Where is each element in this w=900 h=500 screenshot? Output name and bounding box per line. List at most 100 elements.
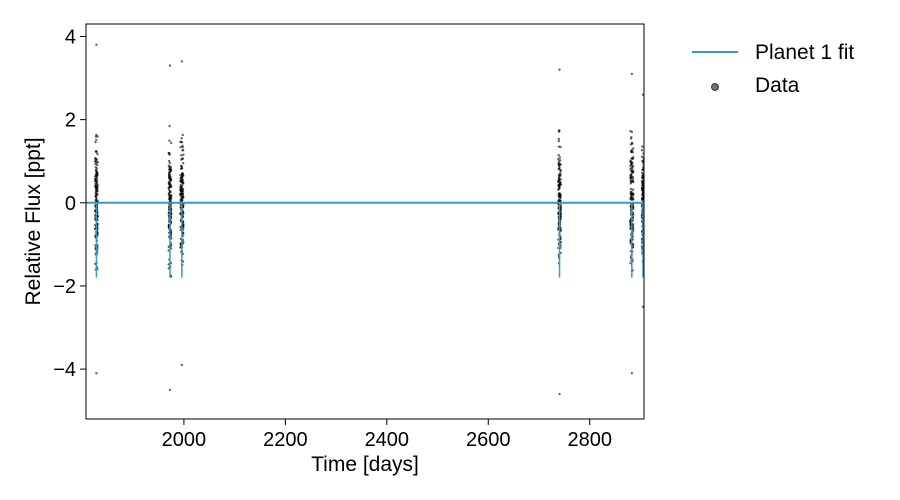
data-point <box>96 179 99 182</box>
data-point <box>96 171 99 175</box>
data-point <box>629 195 633 198</box>
data-point <box>181 146 184 149</box>
data-point <box>96 189 99 193</box>
data-point <box>640 155 644 159</box>
data-point <box>167 151 170 155</box>
legend: Planet 1 fit Data <box>692 41 854 97</box>
data-point <box>641 167 644 171</box>
data-point <box>95 133 98 137</box>
data-point <box>180 60 184 63</box>
data-point <box>179 176 183 179</box>
data-point <box>181 181 184 184</box>
legend-swatch-data-point <box>711 83 719 91</box>
data-point <box>182 161 185 165</box>
data-point <box>180 191 184 194</box>
data-point <box>180 363 184 367</box>
data-point <box>641 305 644 308</box>
data-point <box>168 168 171 171</box>
data-point <box>557 176 561 179</box>
x-axis-title: Time [days] <box>311 453 419 476</box>
data-point <box>179 140 182 144</box>
data-point <box>180 178 184 181</box>
y-tick-label: 0 <box>65 193 76 215</box>
data-point <box>630 141 634 144</box>
data-point <box>180 157 184 160</box>
data-point <box>641 174 644 177</box>
data-points-layer <box>93 43 644 396</box>
data-point <box>558 129 561 132</box>
data-point <box>182 153 185 156</box>
data-point <box>168 171 171 174</box>
data-point <box>96 152 99 156</box>
data-point <box>631 171 634 174</box>
data-point <box>559 183 562 186</box>
data-point <box>640 148 644 152</box>
plot-frame <box>85 23 645 420</box>
data-point <box>630 136 633 139</box>
data-point <box>640 171 644 175</box>
data-point <box>631 223 635 226</box>
data-point <box>168 139 171 142</box>
data-point <box>641 161 644 164</box>
data-point <box>630 163 633 166</box>
data-point <box>180 154 183 157</box>
data-point <box>631 188 635 191</box>
data-point <box>95 167 99 170</box>
y-axis-title: Relative Flux [ppt] <box>22 137 45 305</box>
data-point <box>180 184 184 188</box>
data-point <box>557 157 560 161</box>
y-axis-ticks: −4 −2 0 2 4 <box>53 26 86 381</box>
data-point <box>167 191 171 195</box>
data-point <box>558 68 561 71</box>
data-point <box>168 196 171 199</box>
data-point <box>181 173 184 177</box>
data-point <box>630 156 634 160</box>
data-point <box>559 174 562 177</box>
data-point <box>559 192 562 195</box>
data-point <box>168 388 172 392</box>
data-point <box>169 184 173 188</box>
data-point <box>558 392 561 396</box>
data-point <box>94 140 97 144</box>
y-tick-label: −4 <box>53 359 76 381</box>
data-point <box>95 372 98 375</box>
data-point <box>631 196 635 200</box>
data-point <box>641 93 644 96</box>
data-point <box>95 195 98 199</box>
data-point <box>630 148 634 152</box>
data-point <box>95 43 98 46</box>
data-point <box>630 72 634 76</box>
data-point <box>180 196 184 200</box>
data-point <box>557 153 560 157</box>
data-point <box>169 194 173 197</box>
legend-label-data: Data <box>755 74 800 97</box>
x-tick-label: 2800 <box>567 429 612 451</box>
data-point <box>180 165 184 168</box>
data-point <box>558 167 561 170</box>
data-point <box>558 163 562 167</box>
data-point <box>94 183 98 186</box>
data-point <box>167 182 171 186</box>
data-point <box>558 196 561 199</box>
data-point <box>167 159 171 163</box>
data-point <box>95 158 99 161</box>
data-point <box>631 150 634 154</box>
data-point <box>179 179 182 183</box>
data-point <box>168 166 172 170</box>
x-tick-label: 2400 <box>365 429 410 451</box>
data-point <box>558 159 562 162</box>
data-point <box>630 198 633 201</box>
data-point <box>559 169 562 172</box>
data-point <box>629 167 632 170</box>
data-point <box>180 167 184 170</box>
y-tick-label: 4 <box>65 26 76 48</box>
data-point <box>557 137 561 140</box>
data-point <box>631 177 635 181</box>
data-point <box>95 197 98 201</box>
data-point <box>95 161 99 164</box>
data-point <box>168 124 171 128</box>
data-point <box>630 372 634 375</box>
data-point <box>169 141 173 145</box>
data-point <box>95 150 98 153</box>
